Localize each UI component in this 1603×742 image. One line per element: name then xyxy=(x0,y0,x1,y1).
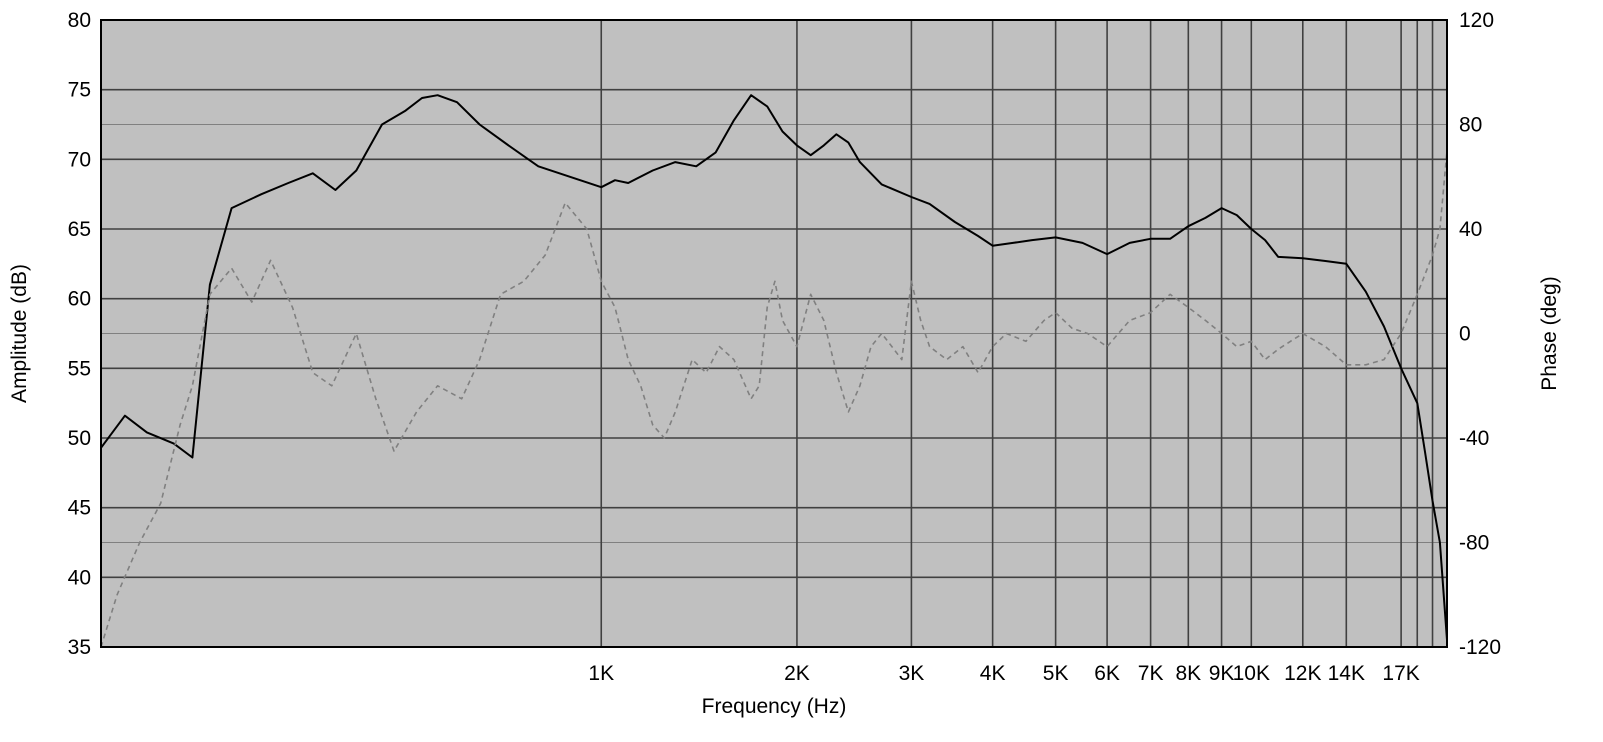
right-tick-label: 40 xyxy=(1459,218,1482,241)
left-tick-label: 50 xyxy=(68,427,91,450)
x-tick-label: 6K xyxy=(1094,662,1120,685)
left-tick-label: 55 xyxy=(68,357,91,380)
right-axis-tick-labels: 120 80 40 0 -40 -80 -120 xyxy=(1459,9,1501,659)
major-grid xyxy=(101,19,1447,648)
right-tick-label: -80 xyxy=(1459,532,1489,555)
x-axis-title: Frequency (Hz) xyxy=(702,695,847,718)
right-tick-label: -40 xyxy=(1459,427,1489,450)
left-tick-label: 45 xyxy=(68,497,91,520)
plot-frame xyxy=(100,19,1448,648)
x-tick-label: 7K xyxy=(1138,662,1164,685)
left-axis-tick-labels: 80 75 70 65 60 55 50 45 40 35 xyxy=(68,9,91,659)
right-tick-label: 0 xyxy=(1459,323,1471,346)
x-tick-label: 14K xyxy=(1328,662,1365,685)
x-tick-label: 10K xyxy=(1233,662,1270,685)
series-layer xyxy=(100,94,1448,648)
x-tick-label: 1K xyxy=(588,662,614,685)
x-tick-label: 2K xyxy=(784,662,810,685)
right-tick-label: 120 xyxy=(1459,9,1494,32)
x-tick-label: 4K xyxy=(980,662,1006,685)
x-tick-label: 5K xyxy=(1043,662,1069,685)
x-tick-label: 3K xyxy=(899,662,925,685)
left-tick-label: 75 xyxy=(68,79,91,102)
x-tick-label: 12K xyxy=(1284,662,1321,685)
left-axis-title: Amplitude (dB) xyxy=(8,264,31,403)
left-tick-label: 65 xyxy=(68,218,91,241)
left-tick-label: 80 xyxy=(68,9,91,32)
x-tick-label: 8K xyxy=(1175,662,1201,685)
right-tick-label: 80 xyxy=(1459,114,1482,137)
right-axis-title: Phase (deg) xyxy=(1538,276,1561,390)
x-tick-label: 9K xyxy=(1209,662,1235,685)
phase-series-line xyxy=(100,150,1448,648)
x-tick-label: 17K xyxy=(1382,662,1419,685)
left-tick-label: 35 xyxy=(68,636,91,659)
left-tick-label: 60 xyxy=(68,288,91,311)
left-tick-label: 40 xyxy=(68,566,91,589)
right-tick-label: -120 xyxy=(1459,636,1501,659)
amplitude-series-line xyxy=(100,94,1448,641)
left-tick-label: 70 xyxy=(68,148,91,171)
